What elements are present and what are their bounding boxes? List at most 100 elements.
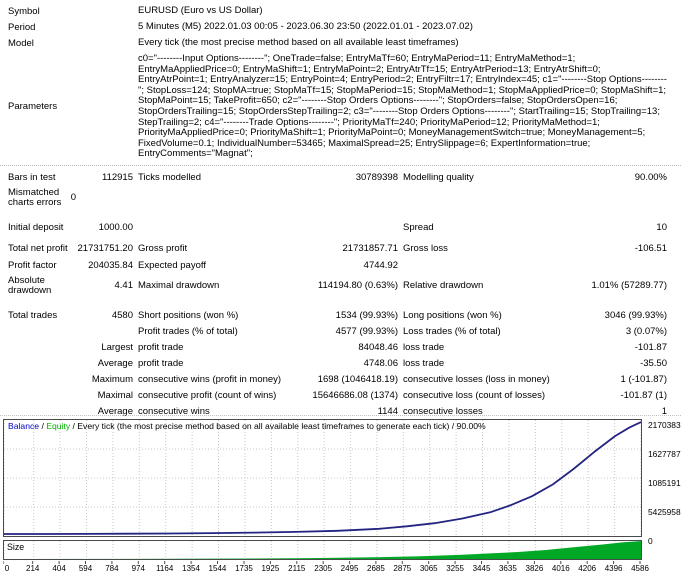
- stat-qualifier: Average: [97, 406, 133, 418]
- x-axis-labels: 0 214 404 594 784 974 1164 1354 1544 1735 1925 2115…: [3, 561, 649, 577]
- stat-value: 1698 (1046418.19): [317, 374, 398, 386]
- x-tick-label: 4396: [604, 564, 623, 573]
- stat-qualifier: Maximal: [97, 390, 133, 402]
- lot-size-chart[interactable]: Size: [3, 540, 642, 560]
- stat-value: 10: [656, 222, 667, 234]
- legend-separator-1: /: [39, 421, 47, 431]
- stat-label: Mismatched charts errors: [8, 186, 62, 209]
- stat-value: -106.51: [634, 243, 667, 255]
- x-tick-label: 594: [78, 564, 93, 573]
- stat-value: 1000.00: [98, 222, 133, 234]
- stats-row-mismatched-errors: Mismatched charts errors 0: [8, 186, 667, 209]
- stat-value: 90.00%: [634, 172, 667, 184]
- stat-label: loss trade: [403, 358, 445, 370]
- lot-size-plot[interactable]: [4, 541, 641, 559]
- stats-row-average-consecutive: Average consecutive wins 1144 consecutiv…: [8, 405, 667, 420]
- stat-label: Gross profit: [138, 243, 188, 255]
- stat-value: 204035.84: [88, 260, 133, 272]
- report-info-table: Symbol EURUSD (Euro vs US Dollar) Period…: [0, 0, 681, 160]
- y-tick-label: 16277873: [648, 449, 681, 459]
- stat-label: Profit factor: [8, 260, 57, 272]
- stat-label: profit trade: [138, 358, 184, 370]
- stat-label: consecutive profit (count of wins): [138, 390, 277, 402]
- stat-value: -101.87: [634, 342, 667, 354]
- balance-chart-area: Balance / Equity / Every tick (the most …: [0, 415, 681, 578]
- x-tick-label: 2115: [288, 564, 306, 573]
- stat-label: Bars in test: [8, 172, 56, 184]
- x-tick-label: 2305: [314, 564, 333, 573]
- x-tick-label: 2495: [340, 564, 359, 573]
- x-tick-label: 1164: [156, 564, 174, 573]
- stat-label: consecutive wins (profit in money): [138, 374, 282, 386]
- stats-row-maximal-consecutive: Maximal consecutive profit (count of win…: [8, 389, 667, 404]
- x-tick-label: 3255: [446, 564, 464, 573]
- parameters-value: c0="--------Input Options--------"; OneT…: [138, 53, 667, 160]
- stat-value: 114194.80 (0.63%): [317, 280, 398, 292]
- stat-label: Short positions (won %): [138, 310, 239, 322]
- stat-label: Long positions (won %): [403, 310, 502, 322]
- stat-value: 4748.06: [363, 358, 398, 370]
- x-tick-label: 1354: [182, 564, 200, 573]
- info-row-period: Period 5 Minutes (M5) 2022.01.03 00:05 -…: [8, 20, 671, 36]
- x-tick-label: 784: [105, 564, 119, 573]
- stat-value: 30789398: [355, 172, 398, 184]
- stat-value: 84048.46: [358, 342, 398, 354]
- stat-value: 21731857.71: [342, 243, 398, 255]
- stat-value: 15646686.08 (1374): [312, 390, 398, 402]
- size-panel-label: Size: [7, 542, 25, 552]
- legend-balance: Balance: [8, 421, 40, 431]
- x-tick-label: 2875: [393, 564, 412, 573]
- stat-label: Profit trades (% of total): [138, 326, 238, 338]
- parameters-label: Parameters: [8, 101, 58, 113]
- stats-row-profit-trades: Profit trades (% of total) 4577 (99.93%)…: [8, 325, 667, 340]
- stats-row-average-trade: Average profit trade 4748.06 loss trade …: [8, 357, 667, 372]
- x-tick-label: 1925: [261, 564, 280, 573]
- stat-label: Maximal drawdown: [138, 280, 220, 292]
- stats-row-maximum-consecutive: Maximum consecutive wins (profit in mone…: [8, 373, 667, 388]
- stat-label: Gross loss: [403, 243, 448, 255]
- stat-qualifier: Maximum: [91, 374, 133, 386]
- report-stats-table: Bars in test 112915 Ticks modelled 30789…: [0, 164, 681, 420]
- stats-row-absolute-drawdown: Absolute drawdown 4.41 Maximal drawdown …: [8, 274, 667, 297]
- stat-value: 1 (-101.87): [620, 374, 667, 386]
- stat-value: 4577 (99.93%): [335, 326, 398, 338]
- x-tick-label: 214: [26, 564, 40, 573]
- balance-curve-plot[interactable]: [4, 420, 641, 536]
- x-tick-label: 3826: [525, 564, 544, 573]
- info-row-symbol: Symbol EURUSD (Euro vs US Dollar): [8, 4, 671, 20]
- stat-value: 4580: [111, 310, 133, 322]
- stat-label: Loss trades (% of total): [403, 326, 501, 338]
- stat-value: 4.41: [114, 280, 134, 292]
- stat-value: 3046 (99.93%): [604, 310, 667, 322]
- x-tick-label: 974: [131, 564, 145, 573]
- y-tick-label: 0: [648, 536, 653, 546]
- stat-label: Ticks modelled: [138, 172, 202, 184]
- stat-value: 0: [70, 192, 76, 204]
- stat-label: Relative drawdown: [403, 280, 484, 292]
- legend-model-text: / Every tick (the most precise method ba…: [72, 421, 486, 431]
- model-value: Every tick (the most precise method base…: [138, 37, 459, 48]
- stats-row-largest-trade: Largest profit trade 84048.46 loss trade…: [8, 341, 667, 356]
- y-tick-label: 5425958: [648, 507, 681, 517]
- x-axis-ticks: [3, 561, 641, 564]
- stats-row-total-net-profit: Total net profit 21731751.20 Gross profi…: [8, 242, 667, 257]
- x-tick-label: 3065: [419, 564, 438, 573]
- stat-label: Absolute drawdown: [8, 274, 52, 297]
- chart-legend: Balance / Equity / Every tick (the most …: [8, 421, 486, 431]
- period-value: 5 Minutes (M5) 2022.01.03 00:05 - 2023.0…: [138, 21, 473, 32]
- legend-equity: Equity: [46, 421, 71, 431]
- x-tick-label: 1544: [208, 564, 227, 573]
- stat-label: Modelling quality: [403, 172, 474, 184]
- balance-equity-chart[interactable]: Balance / Equity / Every tick (the most …: [3, 419, 642, 537]
- symbol-label: Symbol: [8, 6, 40, 17]
- x-tick-label: 3445: [472, 564, 491, 573]
- stats-row-profit-factor: Profit factor 204035.84 Expected payoff …: [8, 259, 667, 274]
- stats-row-bars-in-test: Bars in test 112915 Ticks modelled 30789…: [8, 171, 667, 186]
- stat-value: 1144: [377, 406, 398, 418]
- stat-value: 4744.92: [363, 260, 398, 272]
- x-tick-label: 0: [4, 564, 10, 573]
- stat-value: 1.01% (57289.77): [591, 280, 667, 292]
